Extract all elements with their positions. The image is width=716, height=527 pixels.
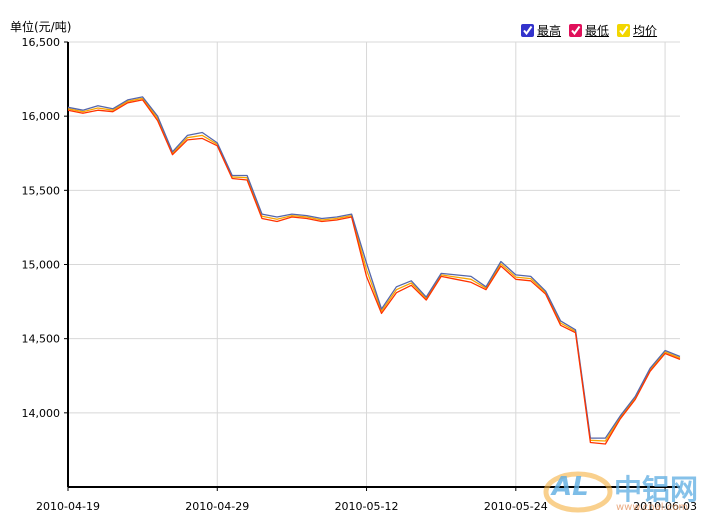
series-lines [67, 96, 681, 445]
watermark-logo: AL 中铝网 www.cnal.com [538, 462, 708, 522]
x-tick-label: 2010-05-24 [484, 500, 548, 513]
y-tick-label: 15,000 [22, 259, 61, 272]
x-tick-label: 2010-05-12 [335, 500, 399, 513]
checkbox-icon[interactable] [521, 24, 534, 37]
x-tick-labels: 2010-04-19 2010-04-29 2010-05-12 2010-05-24… [36, 487, 697, 513]
watermark-cn: 中铝网 [614, 473, 699, 506]
series-line-avg [67, 97, 681, 442]
legend-item-high[interactable]: 最高 [521, 22, 561, 39]
y-tick-label: 16,500 [22, 36, 61, 49]
y-tick-label: 14,000 [22, 407, 61, 420]
x-tick-label: 2010-04-29 [185, 500, 249, 513]
unit-label: 单位(元/吨) [10, 20, 72, 34]
checkbox-icon[interactable] [569, 24, 583, 37]
legend-label-avg[interactable]: 均价 [633, 24, 658, 38]
watermark-swoosh-icon [543, 471, 613, 513]
x-tick-label: 2010-04-19 [36, 500, 100, 513]
legend-item-avg[interactable]: 均价 [617, 22, 657, 39]
watermark-al: AL [552, 472, 589, 502]
series-line-low [67, 99, 681, 445]
series-line-high [67, 96, 681, 439]
legend-label-low[interactable]: 最低 [585, 24, 610, 38]
y-tick-label: 14,500 [22, 333, 61, 346]
checkbox-icon[interactable] [617, 24, 631, 37]
x-tick-label: 2010-06-03 [633, 500, 697, 513]
legend: 最高 最低 均价 [521, 22, 665, 39]
y-tick-label: 15,500 [22, 184, 61, 197]
watermark-url: www.cnal.com [616, 502, 689, 513]
legend-item-low[interactable]: 最低 [569, 22, 609, 39]
legend-label-high[interactable]: 最高 [537, 24, 562, 38]
y-tick-labels: 14,000 14,500 15,000 15,500 16,000 16,500 [22, 36, 68, 420]
y-tick-label: 16,000 [22, 110, 61, 123]
